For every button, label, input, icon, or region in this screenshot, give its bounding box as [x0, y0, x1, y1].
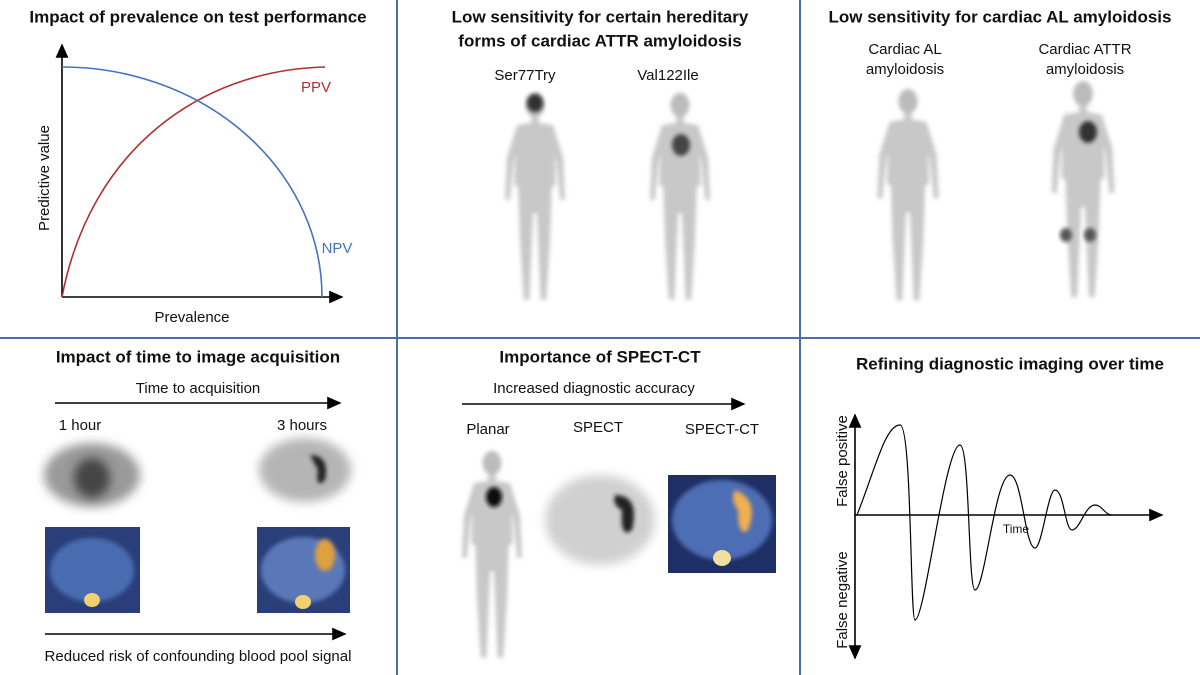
scan-image	[1052, 81, 1115, 297]
heart-uptake	[315, 539, 335, 571]
axis-label: False negative	[834, 551, 851, 649]
scan-image	[505, 93, 565, 300]
panel-spect: Importance of SPECT-CT Increased diagnos…	[462, 347, 776, 657]
heart-uptake	[672, 134, 690, 156]
axis-label: Time	[1003, 522, 1030, 536]
uptake	[1084, 228, 1096, 242]
panel-title: Impact of prevalence on test performance	[29, 7, 366, 26]
npv-curve	[61, 66, 323, 298]
uptake	[1060, 228, 1072, 242]
axis-label: Prevalence	[154, 309, 229, 326]
image-label: amyloidosis	[866, 61, 944, 78]
scan-image	[650, 93, 710, 300]
image-label: SPECT	[573, 419, 623, 436]
image-label: Cardiac AL	[868, 41, 941, 58]
heart-uptake	[310, 455, 326, 484]
panel-time: Impact of time to image acquisition Time…	[44, 347, 352, 665]
scan-image	[877, 89, 938, 300]
panel-title: forms of cardiac ATTR amyloidosis	[458, 31, 741, 50]
axis-label: False positive	[834, 415, 851, 507]
panel-hereditary: Low sensitivity for certain hereditary f…	[452, 7, 749, 299]
image-label: 1 hour	[59, 417, 102, 434]
panel-refining: Refining diagnostic imaging over time Fa…	[834, 354, 1164, 660]
image-label: 3 hours	[277, 417, 327, 434]
image-label: SPECT-CT	[685, 421, 759, 438]
heart-uptake	[733, 490, 752, 532]
arrow-label: Increased diagnostic accuracy	[493, 380, 695, 397]
oscillation-curve	[856, 424, 1113, 621]
panel-prevalence: Impact of prevalence on test performance…	[29, 7, 366, 325]
ppv-curve	[61, 66, 326, 298]
panel-title: Impact of time to image acquisition	[56, 347, 340, 366]
ct-body	[50, 538, 134, 602]
arrow-label: Time to acquisition	[136, 380, 261, 397]
spine	[295, 595, 311, 609]
panel-title: Low sensitivity for certain hereditary	[452, 7, 749, 26]
spect-image	[545, 475, 655, 565]
panel-title: Low sensitivity for cardiac AL amyloidos…	[829, 7, 1172, 26]
image-label: Cardiac ATTR	[1038, 41, 1131, 58]
panel-title: Importance of SPECT-CT	[499, 347, 701, 366]
blood-pool	[74, 458, 110, 498]
pet-image	[259, 438, 351, 502]
scan-image	[462, 451, 522, 658]
ct-body	[672, 480, 772, 560]
panel-al: Low sensitivity for cardiac AL amyloidos…	[829, 7, 1172, 300]
heart-uptake	[486, 487, 502, 507]
heart-uptake	[614, 495, 634, 533]
image-label: Planar	[466, 421, 509, 438]
image-label: amyloidosis	[1046, 61, 1124, 78]
curve-label: NPV	[322, 240, 353, 257]
image-label: Val122Ile	[637, 67, 698, 84]
image-label: Ser77Try	[494, 67, 556, 84]
spine	[713, 550, 731, 566]
arrow-label: Reduced risk of confounding blood pool s…	[45, 648, 352, 665]
heart-uptake	[1079, 121, 1097, 143]
uptake	[527, 94, 543, 112]
axis-label: Predictive value	[36, 125, 53, 231]
spine	[84, 593, 100, 607]
curve-label: PPV	[301, 79, 331, 96]
panel-title: Refining diagnostic imaging over time	[856, 354, 1164, 373]
